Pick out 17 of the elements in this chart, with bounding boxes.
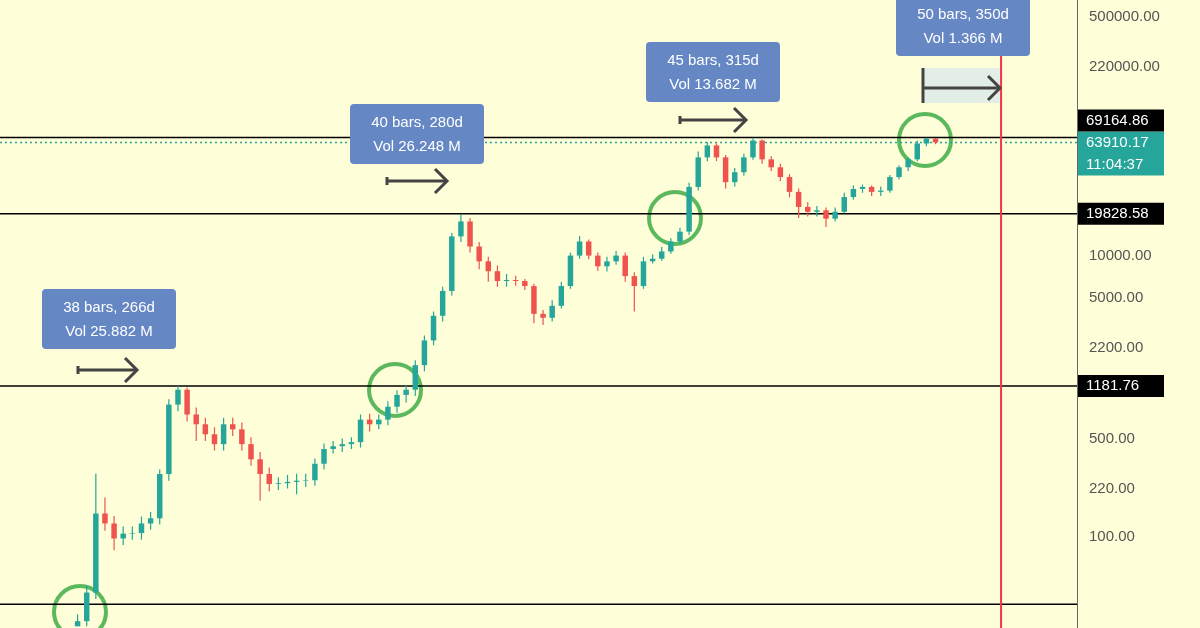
y-tick-label: 10000.00 [1089, 245, 1152, 263]
ref-line-label: 1181.76 [1086, 376, 1140, 394]
annotation: 45 bars, 315d Vol 13.682 M [646, 42, 780, 102]
y-tick-label: 500.00 [1089, 428, 1135, 446]
annotation: 38 bars, 266d Vol 25.882 M [42, 289, 176, 349]
y-tick-label: 500000.00 [1089, 7, 1160, 24]
annotation: 40 bars, 280d Vol 26.248 M [350, 104, 484, 164]
ref-line-label: 63910.17 [1086, 132, 1149, 150]
y-tick-label: 5000.00 [1089, 288, 1144, 306]
y-tick-label: 220000.00 [1089, 57, 1160, 75]
y-tick-label: 100.00 [1089, 526, 1135, 544]
y-tick-label: 2200.00 [1089, 338, 1144, 356]
ref-line-label: 19828.58 [1086, 203, 1149, 221]
ref-line-label: 69164.86 [1086, 110, 1149, 128]
text: 11:04:37 [1086, 154, 1144, 172]
annotation: 50 bars, 350d Vol 1.366 M [896, 0, 1030, 56]
y-tick-label: 220.00 [1089, 478, 1135, 496]
